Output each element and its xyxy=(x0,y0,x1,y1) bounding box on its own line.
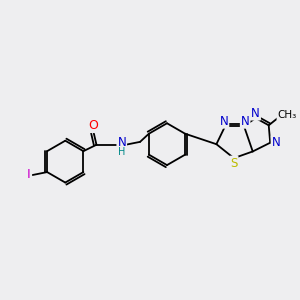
Text: O: O xyxy=(88,119,98,132)
Text: N: N xyxy=(220,115,228,128)
Text: N: N xyxy=(117,136,126,149)
Text: N: N xyxy=(272,136,280,149)
Text: N: N xyxy=(241,115,250,128)
Text: S: S xyxy=(230,157,238,169)
Text: N: N xyxy=(251,106,260,120)
Text: H: H xyxy=(118,147,125,157)
Text: I: I xyxy=(27,169,31,182)
Text: CH₃: CH₃ xyxy=(278,110,297,120)
